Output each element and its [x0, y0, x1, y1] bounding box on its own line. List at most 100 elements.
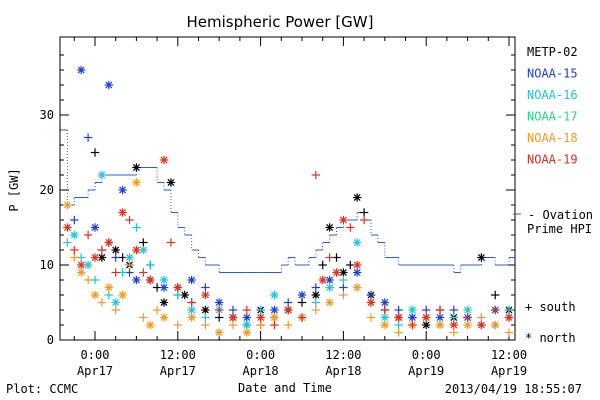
data-point-noaa-16 — [325, 283, 334, 292]
data-point-noaa-18 — [125, 260, 134, 270]
data-point-noaa-18 — [284, 320, 293, 330]
data-point-noaa-18 — [228, 320, 238, 330]
data-point-noaa-15 — [132, 275, 141, 285]
data-point-noaa-16 — [463, 305, 472, 315]
data-point-noaa-18 — [435, 320, 445, 330]
data-point-noaa-15 — [284, 298, 293, 307]
data-point-metp-02 — [111, 245, 120, 255]
data-point-noaa-18 — [270, 313, 279, 322]
data-point-noaa-19 — [70, 245, 79, 255]
data-point-noaa-18 — [77, 268, 86, 277]
data-point-noaa-19 — [187, 298, 196, 307]
x-tick-date: Apr17 — [77, 364, 113, 378]
x-tick-date: Apr17 — [160, 364, 196, 378]
data-point-noaa-15 — [435, 313, 445, 322]
data-point-noaa-16 — [132, 223, 141, 232]
data-point-noaa-15 — [104, 80, 113, 90]
data-point-noaa-19 — [449, 320, 458, 330]
data-point-noaa-18 — [159, 313, 169, 322]
data-point-noaa-15 — [270, 305, 279, 315]
x-tick-date: Apr19 — [491, 364, 527, 378]
ovation-legend-line2: Prime HPI — [527, 222, 592, 236]
data-point-noaa-19 — [325, 253, 334, 262]
data-point-noaa-18 — [463, 320, 472, 330]
data-point-noaa-16 — [159, 275, 169, 285]
data-point-metp-02 — [318, 260, 327, 270]
data-point-noaa-18 — [63, 200, 72, 210]
data-point-noaa-16 — [83, 260, 93, 270]
data-point-noaa-19 — [256, 313, 265, 322]
data-point-noaa-19 — [125, 215, 134, 225]
data-point-noaa-19 — [284, 305, 293, 315]
data-point-noaa-19 — [159, 155, 169, 165]
data-point-noaa-16 — [408, 305, 417, 315]
data-point-noaa-18 — [152, 305, 162, 315]
data-point-noaa-19 — [311, 170, 320, 180]
data-point-noaa-19 — [139, 268, 148, 277]
data-point-noaa-16 — [187, 305, 196, 315]
south-legend: + south — [525, 300, 576, 314]
data-point-noaa-16 — [70, 230, 79, 240]
data-point-noaa-15 — [408, 313, 417, 322]
data-point-metp-02 — [215, 313, 224, 322]
data-point-noaa-16 — [125, 253, 134, 262]
data-point-noaa-19 — [270, 320, 279, 330]
footer-right: 2013/04/19 18:55:07 — [445, 382, 582, 396]
data-point-noaa-15 — [70, 215, 79, 225]
data-point-noaa-18 — [504, 328, 514, 337]
satellite-data-points — [63, 65, 514, 337]
data-point-noaa-19 — [353, 260, 362, 270]
x-axis-ticks: 0:00 Apr17 12:00 Apr17 0:00 Apr18 12:00 Apr18 0:… — [73, 37, 527, 378]
x-axis-label: Date and Time — [238, 381, 332, 395]
y-tick-label: 20 — [40, 183, 54, 197]
data-point-noaa-19 — [118, 208, 127, 217]
y-tick-label: 30 — [40, 108, 54, 122]
data-point-metp-02 — [491, 290, 500, 300]
data-point-noaa-19 — [504, 313, 514, 322]
data-point-noaa-18 — [97, 298, 107, 307]
data-point-noaa-16 — [104, 290, 113, 300]
x-tick-time: 12:00 — [160, 348, 196, 362]
data-point-noaa-15 — [111, 253, 120, 262]
data-point-noaa-19 — [90, 253, 100, 262]
data-point-noaa-19 — [97, 245, 107, 255]
north-legend: * north — [525, 331, 576, 345]
x-tick-date: Apr18 — [325, 364, 361, 378]
data-point-noaa-18 — [104, 283, 113, 292]
data-point-noaa-15 — [380, 298, 389, 307]
data-point-noaa-15 — [311, 283, 320, 292]
data-point-metp-02 — [201, 305, 210, 315]
data-point-noaa-18 — [118, 290, 127, 300]
data-point-noaa-18 — [311, 305, 320, 315]
data-point-noaa-15 — [83, 133, 93, 142]
ovation-prime-hpi-line — [60, 122, 515, 273]
data-point-noaa-19 — [477, 320, 486, 330]
data-point-metp-02 — [159, 298, 169, 307]
data-point-noaa-16 — [256, 305, 265, 315]
y-axis-ticks: 0 10 20 30 — [40, 54, 515, 347]
data-point-noaa-16 — [111, 298, 120, 307]
data-point-noaa-15 — [187, 275, 196, 285]
data-point-noaa-19 — [111, 268, 120, 277]
data-point-metp-02 — [132, 163, 141, 172]
data-point-noaa-16 — [380, 313, 389, 322]
legend: METP-02 NOAA-15 NOAA-16 NOAA-17 NOAA-18 NOAA-… — [527, 45, 578, 167]
data-point-metp-02 — [297, 298, 307, 307]
plot-frame — [59, 36, 516, 341]
data-point-noaa-16 — [504, 305, 514, 315]
data-point-noaa-15 — [339, 283, 348, 292]
data-point-noaa-15 — [118, 185, 127, 195]
data-point-noaa-19 — [132, 245, 141, 255]
x-tick-time: 0:00 — [246, 348, 275, 362]
data-point-noaa-18 — [394, 328, 403, 337]
data-point-noaa-19 — [394, 313, 403, 322]
x-tick-time: 12:00 — [491, 348, 527, 362]
data-point-noaa-15 — [366, 290, 376, 300]
data-point-noaa-18 — [242, 328, 251, 337]
data-point-noaa-18 — [339, 290, 348, 300]
data-point-noaa-16 — [242, 320, 251, 330]
data-point-metp-02 — [325, 223, 334, 232]
legend-entry-noaa-18: NOAA-18 — [527, 131, 578, 145]
data-point-metp-02 — [97, 253, 107, 262]
